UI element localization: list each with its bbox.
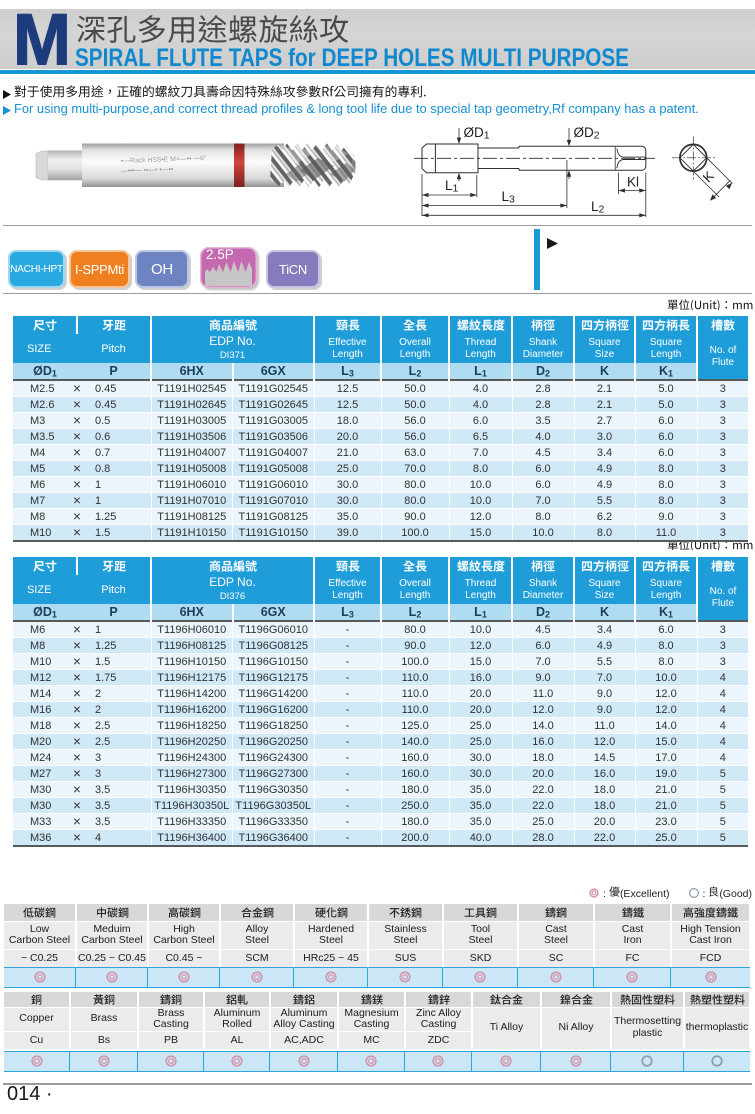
- svg-text:L3: L3: [502, 189, 516, 206]
- svg-text:L1: L1: [445, 178, 459, 195]
- svg-text:ØD2: ØD2: [574, 125, 600, 142]
- svg-text:ØD1: ØD1: [464, 125, 490, 142]
- svg-text:—•••— ••—• •—••: —•••— ••—• •—••: [121, 166, 174, 175]
- svg-text:•—Rack HSS•E M×—•• —6°: •—Rack HSS•E M×—•• —6°: [121, 154, 207, 165]
- svg-text:L2: L2: [591, 199, 605, 216]
- svg-text:Kl: Kl: [627, 175, 639, 190]
